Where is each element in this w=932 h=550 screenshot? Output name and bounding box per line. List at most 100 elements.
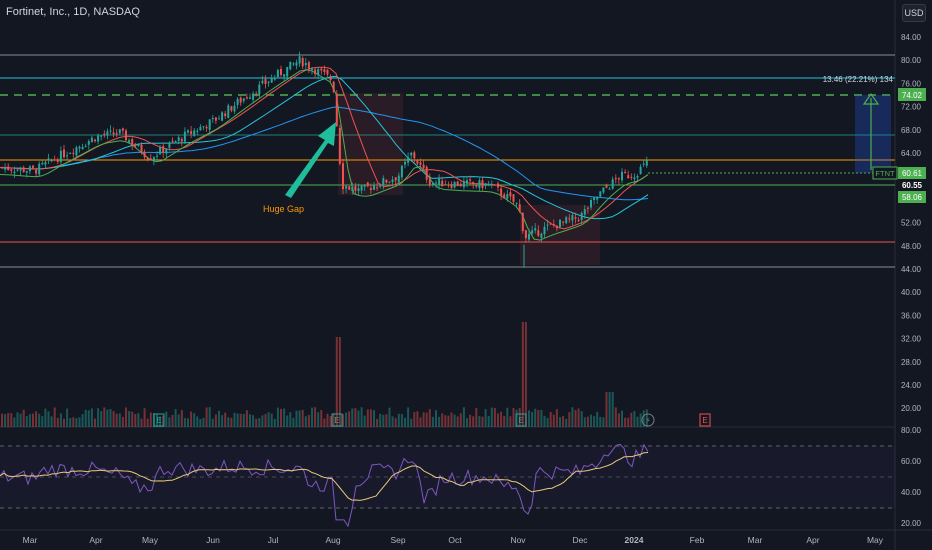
candle-body <box>385 179 388 183</box>
volume-bar <box>236 413 239 427</box>
candle-body <box>183 131 186 142</box>
volume-bar <box>78 417 81 427</box>
price-tick-label: 72.00 <box>901 103 922 112</box>
volume-bar <box>59 413 62 427</box>
volume-bar <box>47 411 50 427</box>
volume-bar <box>512 407 515 427</box>
candle-body <box>63 149 65 158</box>
volume-bar <box>509 416 512 427</box>
candle-body <box>252 93 255 100</box>
candle-body <box>552 224 555 226</box>
volume-bar <box>183 417 186 427</box>
volume-bar <box>462 407 465 427</box>
candle-body <box>500 188 503 196</box>
candle-body <box>528 233 530 240</box>
candle-body <box>249 97 251 99</box>
currency-button[interactable]: USD <box>902 4 926 22</box>
earnings-marker-label: E <box>156 416 161 425</box>
candle-body <box>304 62 307 66</box>
candle-body <box>214 117 217 121</box>
candle-body <box>162 146 165 153</box>
volume-bar <box>388 407 391 427</box>
volume-bar <box>311 407 313 427</box>
candle-body <box>16 169 19 171</box>
volume-bar <box>478 416 481 427</box>
candle-body <box>577 219 580 221</box>
volume-bar <box>264 414 267 427</box>
volume-bar <box>208 407 211 427</box>
candle-body <box>614 178 617 180</box>
volume-bar <box>230 417 233 427</box>
price-tick-label: 24.00 <box>901 381 922 390</box>
volume-bar <box>292 417 295 427</box>
candle-body <box>481 180 484 188</box>
volume-bar <box>441 413 444 427</box>
candle-body <box>196 131 199 133</box>
volume-bar <box>549 412 552 427</box>
candle-body <box>25 171 28 173</box>
candle-body <box>125 130 127 141</box>
gap-label: Huge Gap <box>263 204 304 214</box>
rsi-ma-line <box>0 452 649 501</box>
candle-body <box>156 155 158 157</box>
volume-bar <box>301 409 304 427</box>
measure-box[interactable] <box>855 95 891 173</box>
dividend-marker-icon[interactable] <box>641 413 655 427</box>
volume-bar <box>1 413 3 427</box>
candle-body <box>165 148 168 154</box>
volume-bar <box>633 411 636 427</box>
volume-bar <box>245 410 248 427</box>
candle-body <box>462 181 465 188</box>
symbol-badge-text: FTNT <box>875 169 895 178</box>
volume-bar <box>555 409 558 427</box>
volume-bar <box>397 413 400 427</box>
time-tick-label: Nov <box>510 535 526 545</box>
earnings-marker-icon[interactable] <box>153 413 165 427</box>
huge-gap-arrow-icon[interactable] <box>285 122 336 198</box>
candle-body <box>497 183 499 188</box>
candle-body <box>493 184 496 186</box>
earnings-markers[interactable]: E E E ⚡ E <box>153 413 711 427</box>
candle-body <box>221 112 224 121</box>
volume-bar <box>568 412 571 427</box>
candle-body <box>608 188 611 190</box>
volume-bar <box>617 413 620 427</box>
candle-body <box>382 178 385 186</box>
earnings-marker-icon[interactable] <box>331 413 343 427</box>
volume-bar <box>261 415 264 427</box>
candle-body <box>549 223 552 225</box>
candle-body <box>444 184 447 186</box>
candle-body <box>72 152 75 154</box>
earnings-marker-icon[interactable] <box>699 413 711 427</box>
candle-body <box>571 215 574 221</box>
candle-body <box>351 186 354 191</box>
volume-bar <box>156 414 158 427</box>
volume-bar <box>335 337 338 427</box>
candle-body <box>363 184 366 187</box>
candle-body <box>450 183 453 188</box>
candle-body <box>583 209 586 215</box>
volume-bar <box>320 409 323 427</box>
volume-bar <box>75 418 78 427</box>
volume-bar <box>621 410 623 427</box>
volume-bar <box>413 412 416 427</box>
volume-bar <box>314 407 317 427</box>
volume-bar <box>7 413 10 427</box>
candle-body <box>580 212 583 220</box>
earnings-marker-icon[interactable] <box>515 413 527 427</box>
volume-bar <box>242 413 245 427</box>
candle-body <box>326 69 329 75</box>
candle-body <box>236 98 239 105</box>
volume-bar <box>171 414 174 427</box>
price-badge <box>898 167 926 179</box>
time-axis[interactable]: Mar Apr May Jun Jul Aug Sep Oct Nov Dec 2024 Feb Mar… <box>23 535 884 545</box>
volume-bar <box>25 416 28 427</box>
rsi-axis[interactable]: 80.00 60.00 40.00 20.00 <box>901 426 922 528</box>
volume-bar <box>447 415 450 427</box>
time-tick-label: Dec <box>572 535 588 545</box>
candle-body <box>394 177 397 181</box>
volume-bar <box>639 413 642 427</box>
time-tick-label: Mar <box>748 535 763 545</box>
candle-body <box>211 117 214 119</box>
